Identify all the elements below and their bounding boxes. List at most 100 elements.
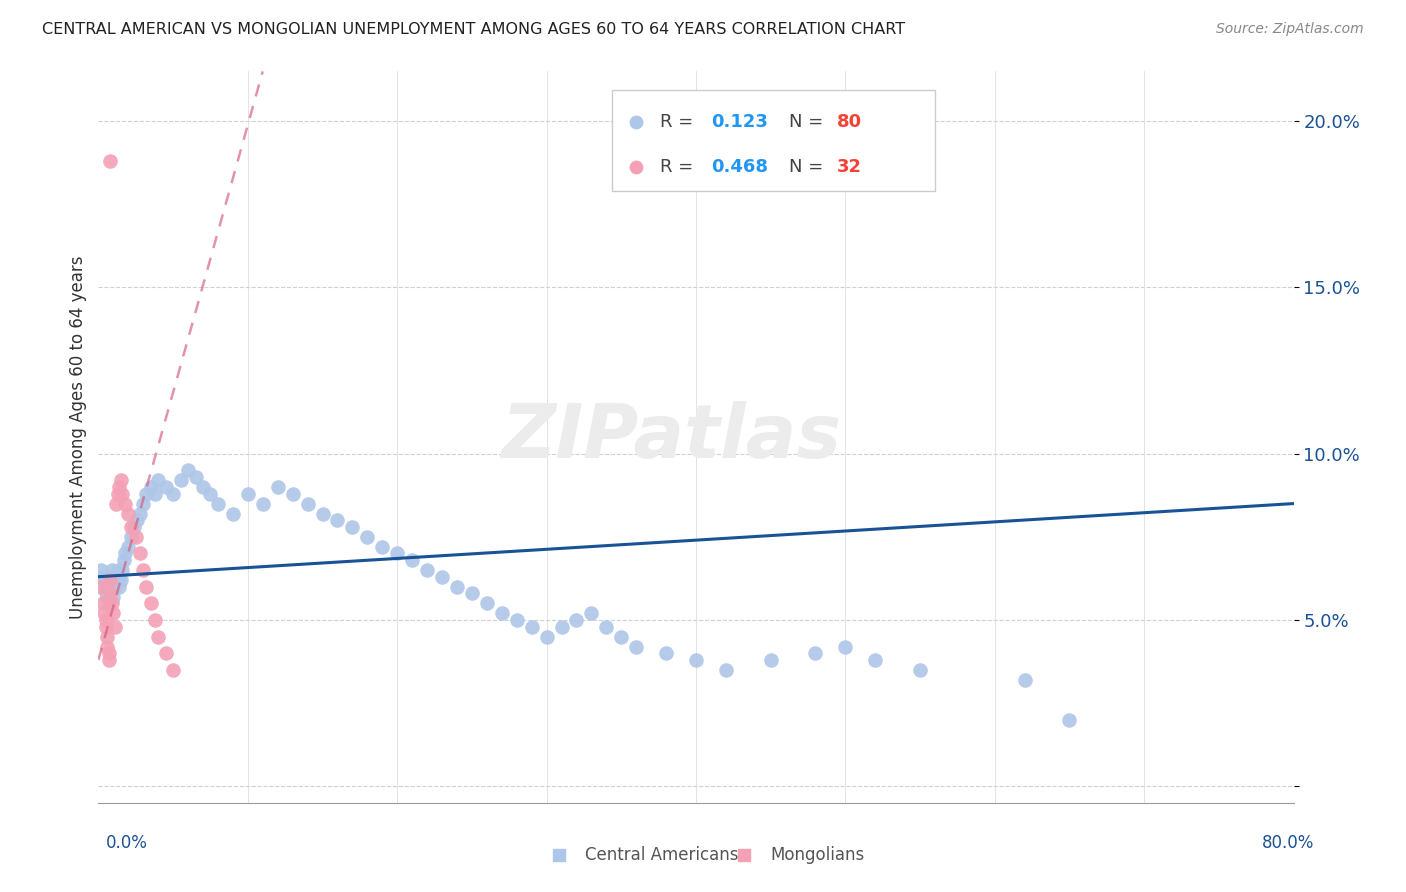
Point: [110, 573, 132, 587]
Point: [520, 619, 543, 633]
Point: [90, 580, 112, 594]
Text: 80: 80: [837, 113, 862, 131]
Point: [105, 497, 128, 511]
Point: [117, 540, 139, 554]
Point: [98, 154, 122, 169]
Point: [98, 586, 122, 600]
Point: [565, 613, 588, 627]
Point: [143, 486, 166, 500]
Text: 32: 32: [837, 158, 862, 177]
Text: ZIPatlas: ZIPatlas: [502, 401, 842, 474]
Point: [125, 530, 148, 544]
Point: [148, 630, 170, 644]
Point: [112, 553, 135, 567]
Point: [97, 573, 120, 587]
Text: R =: R =: [661, 158, 699, 177]
Text: 80.0%: 80.0%: [1263, 834, 1315, 852]
Point: [98, 586, 122, 600]
Point: [105, 570, 128, 584]
Point: [356, 530, 378, 544]
Text: 0.123: 0.123: [711, 113, 769, 131]
Point: [97, 646, 120, 660]
FancyBboxPatch shape: [613, 90, 935, 191]
Point: [342, 520, 364, 534]
Point: [416, 563, 439, 577]
Point: [135, 486, 157, 500]
Text: N =: N =: [789, 113, 824, 131]
Point: [908, 663, 931, 677]
Point: [120, 530, 142, 544]
Point: [91, 596, 114, 610]
Point: [595, 619, 617, 633]
Point: [135, 580, 157, 594]
Point: [111, 563, 134, 577]
Point: [236, 486, 259, 500]
Point: [139, 596, 162, 610]
Point: [865, 653, 887, 667]
Point: [108, 480, 131, 494]
Point: [91, 570, 114, 584]
Point: [371, 540, 394, 554]
Text: N =: N =: [789, 158, 824, 177]
Point: [129, 546, 152, 560]
Point: [103, 590, 125, 604]
Point: [96, 590, 118, 604]
Point: [97, 653, 120, 667]
Point: [127, 513, 149, 527]
Point: [804, 646, 827, 660]
Point: [94, 619, 117, 633]
Point: [132, 563, 155, 577]
Text: Central Americans: Central Americans: [585, 847, 738, 864]
Point: [107, 573, 129, 587]
Point: [94, 613, 117, 627]
Point: [461, 586, 484, 600]
Point: [655, 646, 678, 660]
Y-axis label: Unemployment Among Ages 60 to 64 years: Unemployment Among Ages 60 to 64 years: [69, 255, 87, 619]
Point: [101, 580, 124, 594]
Text: 0.468: 0.468: [711, 158, 769, 177]
Point: [101, 596, 124, 610]
Point: [1014, 673, 1036, 687]
Point: [191, 480, 214, 494]
Point: [101, 563, 124, 577]
Point: [93, 573, 115, 587]
Point: [114, 497, 136, 511]
Point: [93, 607, 115, 621]
Point: [94, 586, 117, 600]
Point: [107, 486, 129, 500]
Point: [297, 497, 319, 511]
Point: [714, 663, 737, 677]
Point: [1059, 713, 1081, 727]
Point: [104, 580, 127, 594]
Point: [107, 563, 129, 577]
Point: [446, 580, 468, 594]
Point: [222, 507, 245, 521]
Point: [117, 507, 139, 521]
Text: Source: ZipAtlas.com: Source: ZipAtlas.com: [1216, 22, 1364, 37]
Point: [111, 486, 134, 500]
Point: [98, 570, 122, 584]
Point: [834, 640, 856, 654]
Point: [108, 580, 131, 594]
Point: [155, 480, 177, 494]
Point: [759, 653, 782, 667]
Point: [110, 473, 132, 487]
Point: [401, 553, 423, 567]
Point: [550, 619, 572, 633]
Point: [94, 580, 117, 594]
Point: [610, 630, 633, 644]
Point: [430, 570, 453, 584]
Point: [491, 607, 513, 621]
Point: [626, 640, 648, 654]
Point: [143, 613, 166, 627]
Point: [252, 497, 274, 511]
Point: [139, 480, 162, 494]
Point: [132, 497, 155, 511]
Point: [685, 653, 707, 667]
Point: [120, 520, 142, 534]
Point: [326, 513, 349, 527]
Text: R =: R =: [661, 113, 699, 131]
Point: [281, 486, 304, 500]
Point: [311, 507, 333, 521]
Point: [98, 573, 122, 587]
